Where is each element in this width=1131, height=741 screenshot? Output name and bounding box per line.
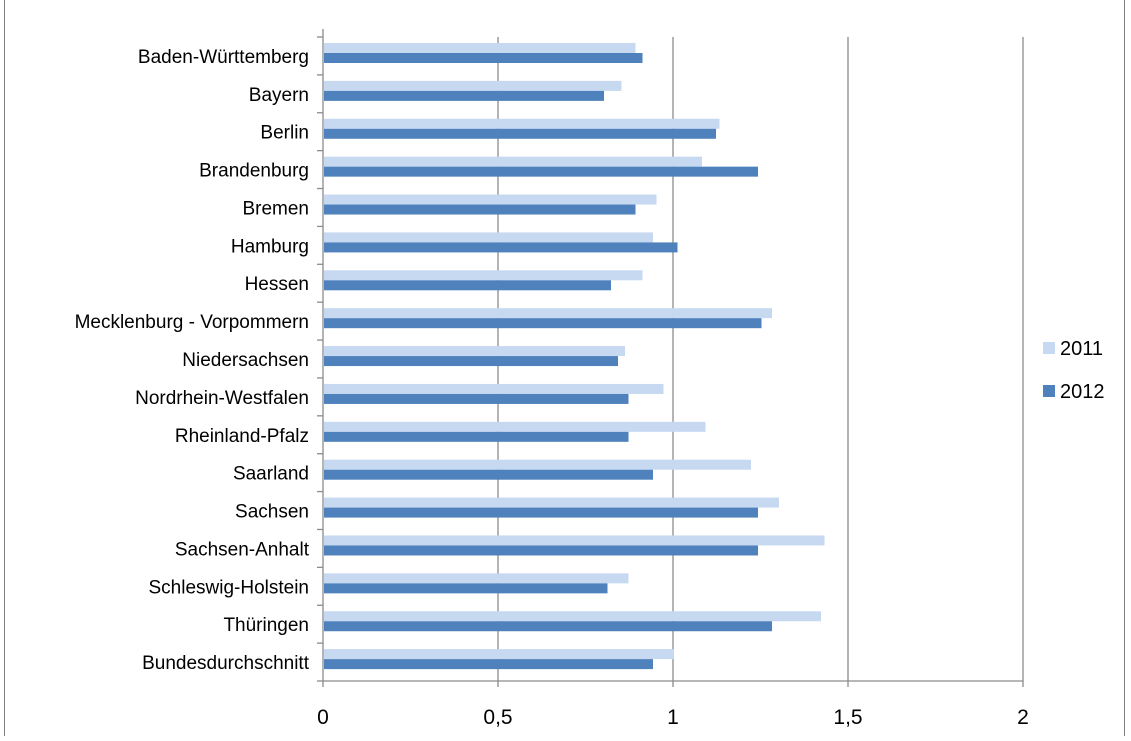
legend-label-2012: 2012 (1060, 381, 1105, 403)
bar-2011 (324, 270, 643, 281)
bar-2011 (324, 156, 702, 167)
category-label: Bayern (249, 85, 309, 106)
x-tick-label: 0 (317, 706, 329, 729)
bar-2012 (324, 507, 758, 518)
bar-2012 (324, 280, 611, 291)
bar-2012 (324, 166, 758, 177)
bar-2012 (324, 621, 772, 632)
bar-2012 (324, 356, 618, 367)
category-label: Mecklenburg - Vorpommern (75, 312, 309, 333)
category-label: Brandenburg (199, 161, 309, 182)
bar-2011 (324, 649, 674, 660)
legend-swatch-2012 (1043, 385, 1055, 397)
x-tick-labels: 0 0,5 1 1,5 2 (317, 706, 1029, 729)
category-label: Bremen (242, 198, 309, 219)
category-label: Hessen (245, 274, 309, 295)
bar-2011 (324, 535, 825, 546)
category-label: Hamburg (231, 236, 309, 257)
category-label: Nordrhein-Westfalen (135, 388, 309, 409)
bar-2011 (324, 194, 657, 205)
category-label: Sachsen-Anhalt (175, 539, 310, 560)
legend-swatch-2011 (1043, 342, 1055, 354)
bar-2011 (324, 459, 751, 470)
bar-2011 (324, 346, 625, 357)
bar-2011 (324, 43, 636, 53)
bars (324, 43, 825, 670)
bar-2011 (324, 383, 664, 394)
bar-chart: Baden-Württemberg Bayern Berlin Brandenburg… (75, 29, 1105, 729)
legend: 2011 2012 (1043, 338, 1105, 403)
bar-2012 (324, 242, 678, 253)
bar-2011 (324, 80, 622, 91)
category-label: Sachsen (235, 502, 309, 523)
bar-2012 (324, 393, 629, 404)
bar-2012 (324, 90, 604, 101)
x-tick-label: 2 (1017, 706, 1029, 729)
category-labels: Baden-Württemberg Bayern Berlin Brandenburg… (75, 47, 310, 674)
category-label: Rheinland-Pfalz (175, 426, 309, 447)
bar-2011 (324, 232, 653, 243)
category-label: Bundesdurchschnitt (142, 653, 310, 674)
bar-2011 (324, 308, 772, 319)
bar-2012 (324, 431, 629, 442)
bar-2011 (324, 573, 629, 584)
category-label: Saarland (233, 464, 309, 485)
bar-2012 (324, 545, 758, 556)
x-tick-label: 1,5 (833, 706, 862, 729)
bar-2012 (324, 659, 653, 670)
x-tick-label: 1 (667, 706, 679, 729)
category-label: Berlin (260, 123, 309, 144)
bar-2011 (324, 497, 779, 508)
x-tick-label: 0,5 (483, 706, 512, 729)
axes (317, 29, 1024, 687)
bar-2011 (324, 118, 720, 129)
category-label: Niedersachsen (182, 350, 309, 371)
bar-2012 (324, 469, 653, 480)
bar-2012 (324, 53, 643, 63)
category-label: Thüringen (223, 615, 309, 636)
bar-2012 (324, 583, 608, 594)
bar-2012 (324, 204, 636, 215)
chart-frame: Baden-Württemberg Bayern Berlin Brandenburg… (4, 0, 1125, 736)
bar-2012 (324, 128, 716, 139)
category-label: Schleswig-Holstein (148, 577, 309, 598)
category-label: Baden-Württemberg (138, 47, 309, 68)
bar-2012 (324, 318, 762, 329)
bar-2011 (324, 611, 821, 622)
bar-2011 (324, 421, 706, 432)
legend-label-2011: 2011 (1060, 338, 1103, 360)
